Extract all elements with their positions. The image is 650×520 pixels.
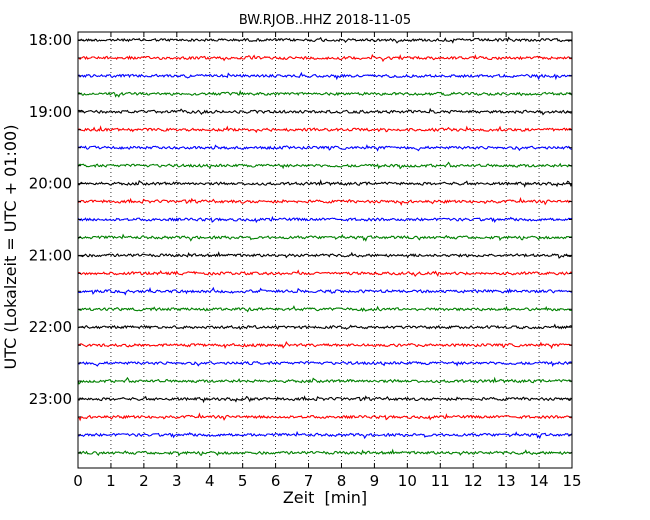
trace-2030 xyxy=(77,215,573,224)
trace-2100 xyxy=(77,251,573,259)
x-tick-label: 5 xyxy=(238,472,248,490)
trace-2115 xyxy=(77,269,573,277)
x-axis: 0 1 2 3 4 5 6 7 8 9 10 11 12 13 14 15 xyxy=(73,32,582,490)
x-tick-label: 3 xyxy=(172,472,182,490)
traces xyxy=(77,36,573,457)
chart-title: BW.RJOB..HHZ 2018-11-05 xyxy=(239,13,411,28)
trace-2015 xyxy=(77,196,573,207)
x-tick-label: 8 xyxy=(337,472,347,490)
x-tick-label: 10 xyxy=(398,472,417,490)
x-axis-label: Zeit [min] xyxy=(283,488,367,507)
trace-1900 xyxy=(77,107,573,116)
x-tick-label: 1 xyxy=(106,472,116,490)
trace-2130 xyxy=(77,286,573,296)
x-tick-label: 14 xyxy=(530,472,549,490)
plot-frame xyxy=(77,31,573,469)
y-tick-label: 20:00 xyxy=(29,175,72,193)
x-tick-label: 15 xyxy=(562,472,581,490)
trace-1945 xyxy=(77,161,573,170)
trace-1830 xyxy=(77,71,573,81)
y-axis: 18:00 19:00 20:00 21:00 22:00 23:00 xyxy=(29,31,572,454)
x-tick-label: 11 xyxy=(431,472,450,490)
trace-2145 xyxy=(77,305,573,313)
y-tick-label: 18:00 xyxy=(29,31,72,49)
trace-2215 xyxy=(77,340,573,350)
x-tick-label: 0 xyxy=(73,472,83,490)
trace-2300 xyxy=(77,395,573,404)
trace-2315 xyxy=(77,412,573,422)
trace-1915 xyxy=(77,125,573,134)
trace-1930 xyxy=(77,144,573,152)
trace-1845 xyxy=(77,89,573,98)
grid-lines xyxy=(110,32,540,468)
x-tick-label: 13 xyxy=(497,472,516,490)
trace-2345 xyxy=(77,448,573,457)
x-tick-label: 6 xyxy=(271,472,281,490)
trace-1800 xyxy=(77,36,573,44)
trace-2045 xyxy=(77,233,573,242)
y-tick-label: 19:00 xyxy=(29,103,72,121)
x-tick-label: 12 xyxy=(464,472,483,490)
trace-2330 xyxy=(77,430,573,440)
y-axis-label: UTC (Lokalzeit = UTC + 01:00) xyxy=(1,125,20,370)
trace-2245 xyxy=(77,376,573,385)
x-tick-label: 9 xyxy=(370,472,380,490)
y-tick-label: 22:00 xyxy=(29,318,72,336)
y-tick-label: 21:00 xyxy=(29,246,72,264)
trace-2230 xyxy=(77,360,573,367)
y-tick-label: 23:00 xyxy=(29,390,72,408)
x-tick-label: 7 xyxy=(304,472,314,490)
x-tick-label: 4 xyxy=(205,472,215,490)
trace-2200 xyxy=(77,323,573,331)
trace-1815 xyxy=(77,53,573,63)
x-tick-label: 2 xyxy=(139,472,149,490)
trace-2000 xyxy=(77,179,573,188)
